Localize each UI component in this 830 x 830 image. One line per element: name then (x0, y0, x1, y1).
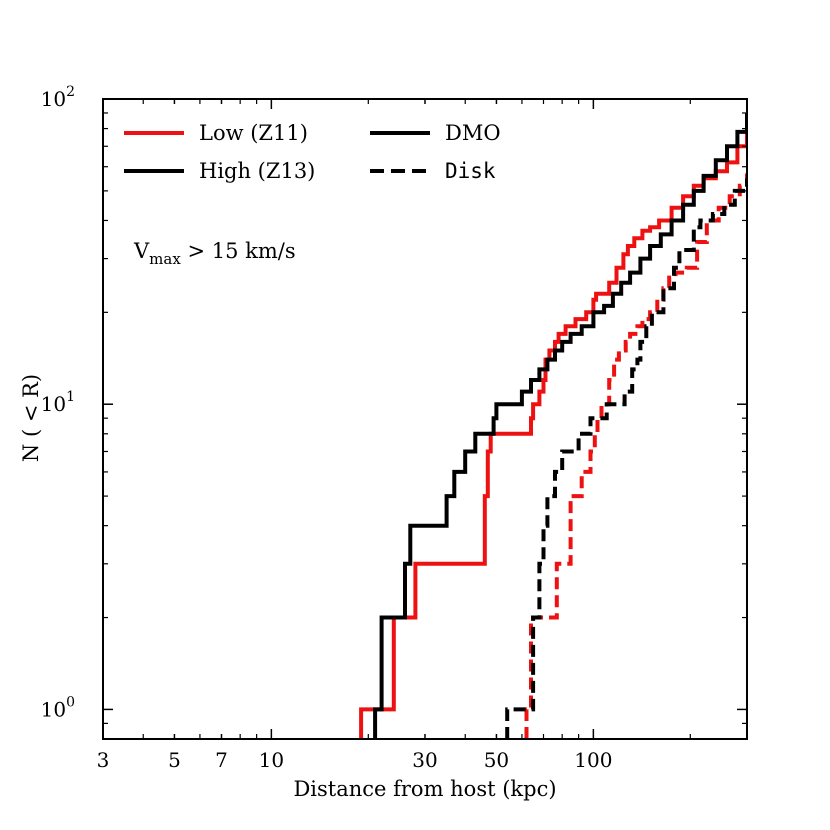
vmax-annotation: Vmax > 15 km/s (133, 239, 296, 268)
x-tick-label: 5 (168, 748, 181, 772)
vmax-annotation-sub: max (149, 250, 181, 268)
series-layer (359, 113, 747, 739)
legend-label: Disk (445, 159, 496, 183)
series-low-z11-dmo (359, 120, 747, 739)
y-tick-label: 101 (41, 389, 75, 416)
plot-frame (102, 98, 748, 740)
legend-label: Low (Z11) (199, 121, 308, 145)
legend-label: DMO (445, 121, 501, 145)
legend: Low (Z11) High (Z13) DMO Disk (124, 121, 501, 183)
y-tick-exponent: 2 (66, 84, 75, 100)
y-tick-exponent: 1 (66, 389, 75, 405)
y-tick-exponent: 0 (66, 694, 75, 710)
plot-border (102, 98, 748, 740)
x-tick-label: 30 (412, 748, 437, 772)
x-tick-label: 100 (574, 748, 612, 772)
series-high-z13-disk (505, 178, 747, 739)
x-tick-label: 3 (97, 748, 110, 772)
legend-label: High (Z13) (199, 159, 315, 183)
x-tick-label: 10 (259, 748, 284, 772)
y-tick-label: 102 (41, 84, 75, 111)
x-tick-label: 7 (215, 748, 228, 772)
vmax-annotation-main: V (133, 239, 150, 263)
y-tick-label: 100 (41, 694, 75, 721)
x-axis-label: Distance from host (kpc) (293, 777, 556, 801)
series-low-z11-disk (524, 171, 747, 739)
series-high-z13-dmo (373, 113, 747, 739)
y-axis-label: N ( < R) (19, 374, 43, 462)
x-tick-label: 50 (484, 748, 509, 772)
vmax-annotation-rest: > 15 km/s (181, 239, 296, 263)
